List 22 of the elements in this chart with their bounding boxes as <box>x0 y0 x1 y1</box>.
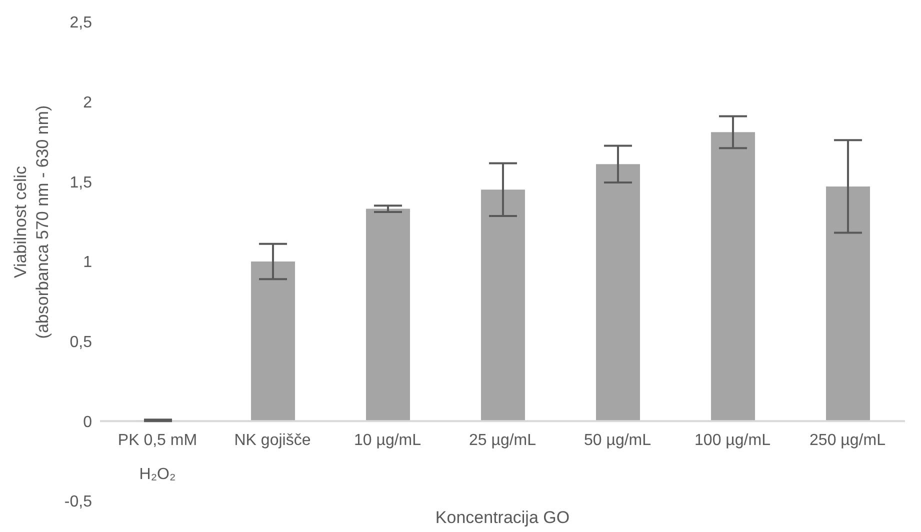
x-tick-label: 250 µg/mL <box>810 432 886 450</box>
y-tick-label: 1 <box>83 254 92 272</box>
y-axis-title: Viabilnost celic (absorbanca 570 nm - 630 nm) <box>10 104 53 338</box>
y-tick-label: 0,5 <box>70 334 92 352</box>
y-tick-label: 1,5 <box>70 174 92 192</box>
bar <box>251 262 295 422</box>
x-tick-label: 10 µg/mL <box>354 432 422 450</box>
y-tick-label: 2,5 <box>70 14 92 32</box>
bar <box>711 132 755 422</box>
bar <box>596 164 640 422</box>
y-tick-label: 0 <box>83 414 92 431</box>
bar <box>366 208 410 422</box>
x-tick-label: 50 µg/mL <box>584 432 652 450</box>
x-tick-label: PK 0,5 mM H₂O₂ <box>118 432 198 484</box>
bar <box>481 190 525 422</box>
x-axis-title: Koncentracija GO <box>434 508 571 528</box>
x-tick-label: NK gojišče <box>234 432 311 450</box>
x-tick-label: 25 µg/mL <box>468 432 536 450</box>
bar <box>826 186 870 422</box>
y-tick-label: -0,5 <box>64 494 92 511</box>
y-tick-label: 2 <box>83 94 92 112</box>
x-tick-label: 100 µg/mL <box>694 432 771 450</box>
